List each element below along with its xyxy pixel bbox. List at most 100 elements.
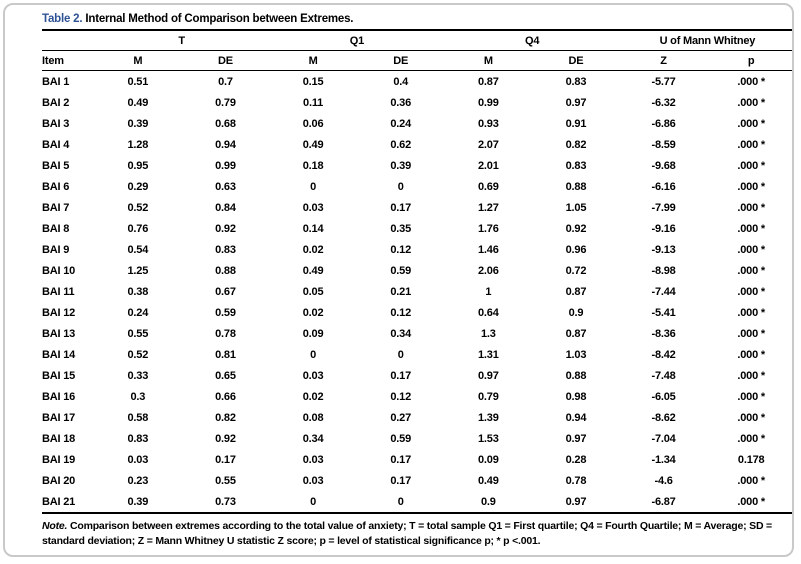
row-value: 0.3 bbox=[130, 390, 146, 403]
table-row: BAI 10 1.25 0.88 0.49 0.59 2.06 0.72 -8.98 .000 … bbox=[42, 260, 792, 281]
table-row: BAI 16 0.3 0.66 0.02 0.12 0.79 0.98 -6.05 .000 * bbox=[42, 386, 792, 407]
row-value: 0.88 bbox=[215, 264, 236, 277]
row-value: .000 * bbox=[737, 264, 765, 277]
row-value: 0.92 bbox=[215, 222, 236, 235]
row-value: 0.97 bbox=[478, 369, 499, 382]
row-value: 0.81 bbox=[215, 348, 236, 361]
row-value: 0.96 bbox=[565, 243, 587, 256]
column-header-m: M bbox=[94, 50, 182, 71]
row-value: 0.83 bbox=[565, 75, 587, 88]
row-value: 0.02 bbox=[302, 306, 324, 319]
row-value: 0.17 bbox=[390, 453, 411, 466]
table-caption-title: Internal Method of Comparison between Ex… bbox=[82, 13, 354, 25]
row-value: -6.87 bbox=[619, 491, 708, 514]
row-value: 1.31 bbox=[478, 348, 499, 361]
row-value: 0.21 bbox=[390, 285, 411, 298]
column-header-p: p bbox=[707, 50, 792, 71]
row-value: .000 * bbox=[737, 222, 765, 235]
row-value: 0.93 bbox=[478, 117, 499, 130]
row-value: 0.24 bbox=[390, 117, 411, 130]
column-header-de: DE bbox=[181, 50, 270, 71]
row-value: 0.63 bbox=[215, 180, 236, 193]
row-item-label: BAI 10 bbox=[42, 264, 76, 277]
row-value: 0.73 bbox=[181, 491, 270, 514]
row-value: 1.76 bbox=[478, 222, 499, 235]
row-value: 0.39 bbox=[390, 159, 411, 172]
row-value: .000 * bbox=[737, 159, 765, 172]
row-value: 0.17 bbox=[215, 453, 236, 466]
row-value: -5.41 bbox=[651, 306, 676, 319]
row-value: -4.6 bbox=[654, 474, 673, 487]
row-value: 0.99 bbox=[478, 96, 499, 109]
table-row: BAI 1 0.51 0.7 0.15 0.4 0.87 0.83 -5.77 .000 * bbox=[42, 71, 792, 93]
row-value: 0.87 bbox=[478, 75, 499, 88]
row-value: 0.27 bbox=[390, 411, 411, 424]
row-value: 0.79 bbox=[215, 96, 236, 109]
row-value: 0.03 bbox=[302, 201, 324, 214]
row-item-label: BAI 12 bbox=[42, 306, 76, 319]
row-value: 0 bbox=[356, 491, 445, 514]
row-value: 0.94 bbox=[565, 411, 587, 424]
row-value: 0.97 bbox=[532, 491, 620, 514]
row-value: 0.03 bbox=[127, 453, 149, 466]
row-value: 0.17 bbox=[390, 474, 411, 487]
row-value: 0.39 bbox=[94, 491, 182, 514]
row-value: 0.12 bbox=[390, 243, 411, 256]
row-value: 2.01 bbox=[478, 159, 499, 172]
table-row: BAI 20 0.23 0.55 0.03 0.17 0.49 0.78 -4.6 .000 * bbox=[42, 470, 792, 491]
row-item-label: BAI 2 bbox=[42, 96, 70, 109]
row-value: 0 bbox=[397, 180, 404, 193]
table-row: BAI 15 0.33 0.65 0.03 0.17 0.97 0.88 -7.48 .000 … bbox=[42, 365, 792, 386]
table-row: BAI 12 0.24 0.59 0.02 0.12 0.64 0.9 -5.41 .000 * bbox=[42, 302, 792, 323]
row-value: 0.24 bbox=[127, 306, 149, 319]
row-value: -7.44 bbox=[651, 285, 676, 298]
row-value: .000 * bbox=[737, 96, 765, 109]
row-value: 0.91 bbox=[565, 117, 587, 130]
row-value: 1.03 bbox=[565, 348, 587, 361]
row-value: 1.25 bbox=[127, 264, 149, 277]
column-header-z: Z bbox=[619, 50, 708, 71]
row-value: 1.28 bbox=[127, 138, 149, 151]
table-row: BAI 9 0.54 0.83 0.02 0.12 1.46 0.96 -9.13 .000 * bbox=[42, 239, 792, 260]
row-value: 0.178 bbox=[737, 453, 765, 466]
row-value: 0.72 bbox=[565, 264, 587, 277]
row-value: 0.55 bbox=[127, 327, 149, 340]
column-header-de: DE bbox=[532, 50, 620, 71]
row-value: 0.34 bbox=[302, 432, 324, 445]
row-value: -9.68 bbox=[651, 159, 676, 172]
row-value: 0.97 bbox=[565, 96, 587, 109]
row-value: -6.86 bbox=[651, 117, 676, 130]
row-item-label: BAI 15 bbox=[42, 369, 76, 382]
group-header-row: T Q1 Q4 U of Mann Whitney bbox=[42, 30, 792, 51]
row-value: -9.13 bbox=[651, 243, 676, 256]
row-item-label: BAI 1 bbox=[42, 75, 70, 88]
row-item-label: BAI 8 bbox=[42, 222, 70, 235]
row-value: 0.58 bbox=[127, 411, 149, 424]
row-value: 0 bbox=[310, 180, 317, 193]
row-value: -6.16 bbox=[651, 180, 676, 193]
row-value: 0.87 bbox=[565, 327, 587, 340]
row-value: -7.99 bbox=[651, 201, 676, 214]
row-value: 0.78 bbox=[565, 474, 587, 487]
row-value: 0.03 bbox=[302, 369, 324, 382]
row-value: 0.69 bbox=[478, 180, 499, 193]
table-head: T Q1 Q4 U of Mann Whitney Item M DE M DE M DE Z… bbox=[42, 30, 792, 71]
row-item-label: BAI 16 bbox=[42, 390, 76, 403]
group-header-q4: Q4 bbox=[444, 30, 620, 51]
row-value: 0.49 bbox=[478, 474, 499, 487]
row-value: 0.39 bbox=[127, 117, 149, 130]
row-value: 0.99 bbox=[215, 159, 236, 172]
row-value: 1.27 bbox=[478, 201, 499, 214]
row-value: .000 * bbox=[737, 411, 765, 424]
row-value: -7.48 bbox=[651, 369, 676, 382]
row-value: -6.32 bbox=[651, 96, 676, 109]
row-value: 0.83 bbox=[127, 432, 149, 445]
column-header-de: DE bbox=[356, 50, 445, 71]
group-header-mann-whitney: U of Mann Whitney bbox=[619, 30, 792, 51]
row-value: 0.28 bbox=[565, 453, 587, 466]
table-figure: Table 2. Internal Method of Comparison b… bbox=[5, 5, 792, 549]
row-value: 0 bbox=[397, 348, 404, 361]
row-value: 0.92 bbox=[215, 432, 236, 445]
table-row: BAI 13 0.55 0.78 0.09 0.34 1.3 0.87 -8.36 .000 * bbox=[42, 323, 792, 344]
